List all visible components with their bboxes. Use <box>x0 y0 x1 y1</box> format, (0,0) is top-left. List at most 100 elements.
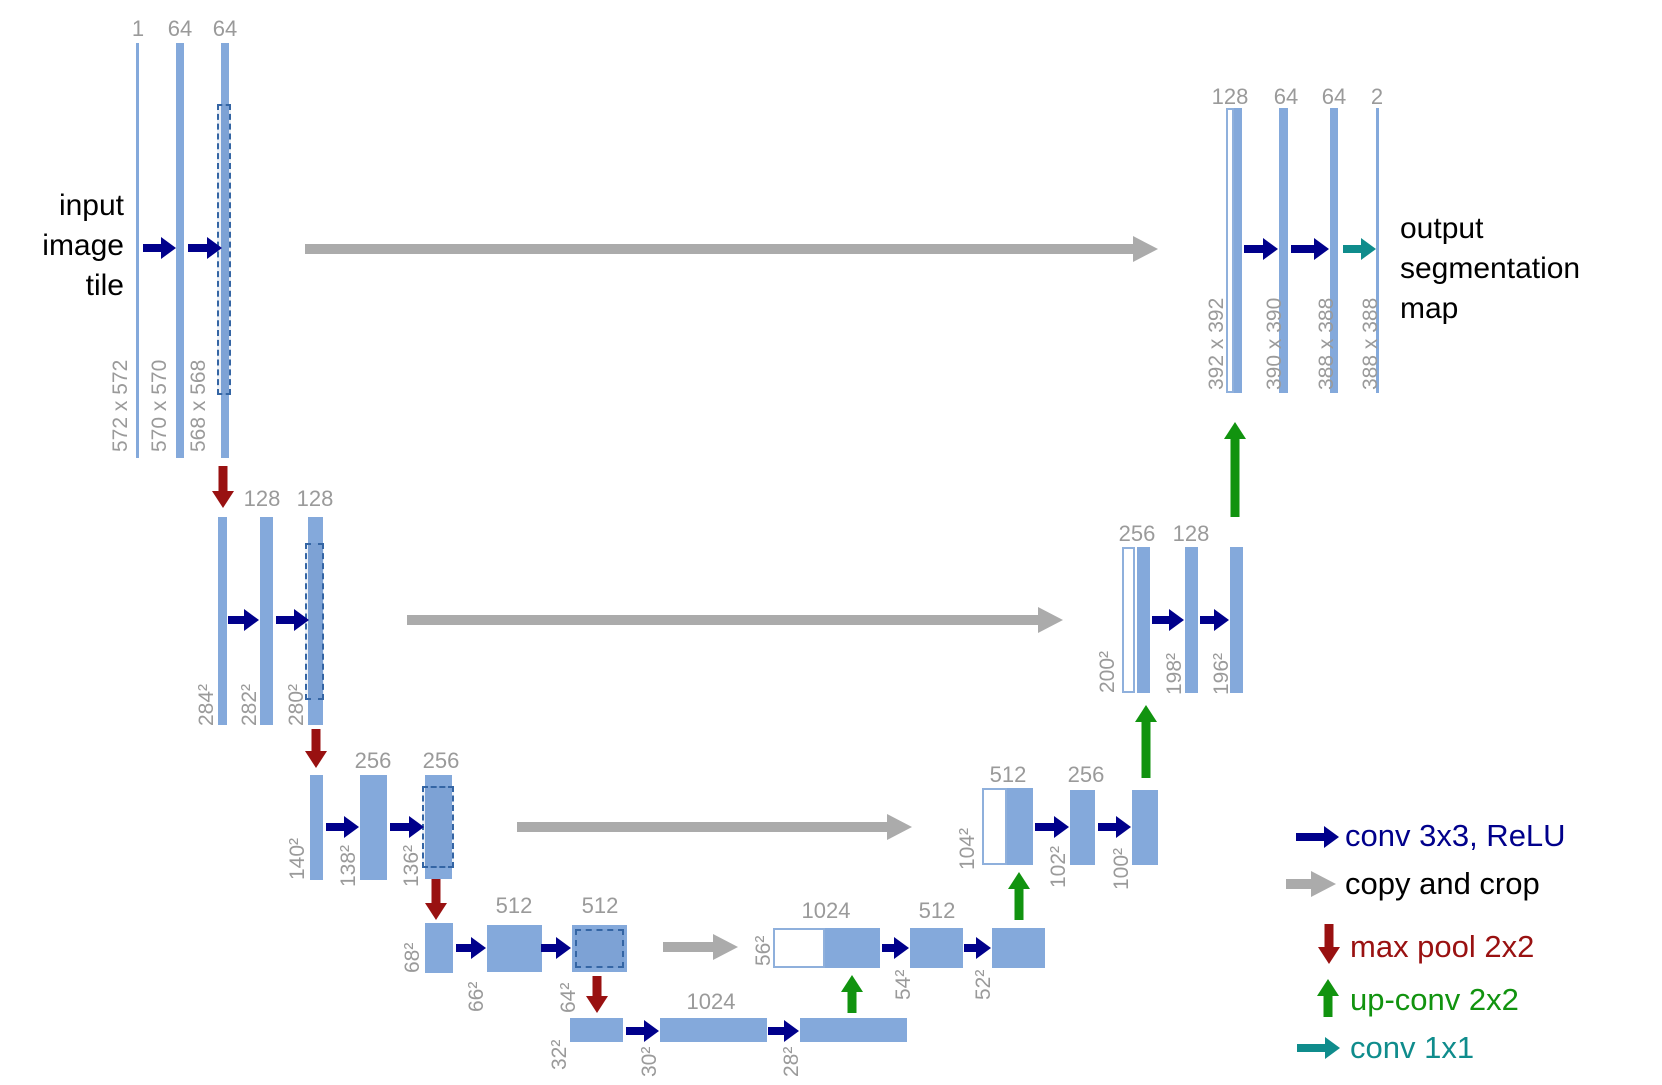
up-conv-arrow-icon <box>841 975 863 1013</box>
max-pool-arrow-icon <box>586 976 608 1013</box>
bottleneck-feature-box <box>570 1018 623 1042</box>
max-pool-arrow-icon <box>425 879 447 920</box>
legend-conv3x3-arrow-icon <box>1296 826 1339 848</box>
dec4-feature-box <box>992 928 1045 968</box>
output-caption-line: output <box>1400 212 1484 245</box>
conv3x3-arrow-icon <box>626 1020 659 1042</box>
enc1-channel-label: 64 <box>212 16 238 41</box>
up-conv-arrow-icon <box>1008 872 1030 920</box>
enc2-dim-label: 280² <box>285 683 308 726</box>
dec4-feature-box <box>910 928 963 968</box>
conv3x3-arrow-icon <box>541 937 571 959</box>
enc2-feature-bar <box>218 517 227 725</box>
legend-up-conv-label: up-conv 2x2 <box>1350 982 1519 1017</box>
dec2-dim-label: 200² <box>1096 650 1119 693</box>
conv3x3-arrow-icon <box>882 937 909 959</box>
copy-crop-arrow-icon <box>305 236 1158 262</box>
bottleneck-feature-box <box>800 1018 907 1042</box>
legend-up-conv-arrow-icon <box>1317 979 1339 1017</box>
up-conv-arrow-icon <box>1135 705 1157 778</box>
conv3x3-arrow-icon <box>768 1020 799 1042</box>
enc3-feature-bar <box>310 775 323 880</box>
enc3-feature-bar <box>360 775 387 880</box>
bottleneck-dim-label: 30² <box>638 1046 661 1077</box>
legend-max-pool-label: max pool 2x2 <box>1350 929 1535 964</box>
input-caption-line: input <box>58 189 124 222</box>
copy-crop-arrow-icon <box>517 814 912 840</box>
enc1-channel-label: 1 <box>131 16 145 41</box>
dec1-feature-bar <box>1279 108 1288 393</box>
dec2-channel-label: 256 <box>1118 521 1156 546</box>
enc3-dim-label: 138² <box>337 844 360 887</box>
legend-copy-crop-label: copy and crop <box>1345 866 1540 901</box>
dec4-channel-label: 512 <box>918 898 956 923</box>
dec4-dim-label: 54² <box>892 969 915 1000</box>
enc2-channel-label: 128 <box>296 486 334 511</box>
conv3x3-arrow-icon <box>326 816 359 838</box>
dec3-upconv-box <box>982 788 1007 865</box>
dec3-feature-box <box>1132 790 1158 865</box>
max-pool-arrow-icon <box>305 729 327 768</box>
dec3-dim-label: 100² <box>1110 847 1133 890</box>
output-caption-line: segmentation <box>1400 252 1581 285</box>
enc3-dim-label: 136² <box>400 844 423 887</box>
conv3x3-arrow-icon <box>276 609 309 631</box>
enc1-channel-label: 64 <box>167 16 193 41</box>
enc1-dim-label: 568 x 568 <box>187 359 210 452</box>
enc4-dim-label: 64² <box>557 982 580 1013</box>
enc3-channel-label: 256 <box>422 748 460 773</box>
enc3-feature-bar <box>425 775 452 879</box>
dec2-dim-label: 198² <box>1163 652 1186 695</box>
conv3x3-arrow-icon <box>964 937 991 959</box>
dec1-dim-label: 388 x 388 <box>1315 297 1338 390</box>
conv3x3-arrow-icon <box>1244 238 1278 260</box>
dec4-channel-label: 1024 <box>801 898 851 923</box>
conv3x3-arrow-icon <box>1035 816 1069 838</box>
enc2-dim-label: 282² <box>238 683 261 726</box>
dec1-feature-bar <box>1330 108 1338 393</box>
dec2-channel-label: 128 <box>1172 521 1210 546</box>
conv3x3-arrow-icon <box>1098 816 1131 838</box>
dec3-feature-box <box>1007 788 1033 865</box>
dec3-dim-label: 102² <box>1047 845 1070 888</box>
enc1-feature-bar <box>221 43 229 458</box>
enc3-crop-region <box>422 786 454 868</box>
bottleneck-dim-label: 28² <box>780 1046 803 1077</box>
enc2-feature-bar <box>260 517 273 725</box>
legend-conv1x1-label: conv 1x1 <box>1350 1030 1475 1065</box>
max-pool-arrow-icon <box>212 466 234 508</box>
enc4-feature-box <box>572 925 627 972</box>
enc4-feature-box <box>487 925 542 972</box>
enc1-feature-bar <box>176 43 184 458</box>
dec1-feature-bar <box>1234 108 1242 393</box>
enc1-dim-label: 570 x 570 <box>148 359 171 452</box>
dec1-channel-label: 64 <box>1273 84 1299 109</box>
conv3x3-arrow-icon <box>143 237 176 259</box>
enc4-dim-label: 66² <box>465 981 488 1012</box>
conv3x3-arrow-icon <box>456 937 486 959</box>
enc4-dim-label: 68² <box>401 942 424 973</box>
conv1x1-arrow-icon <box>1343 238 1376 260</box>
dec3-channel-label: 512 <box>989 762 1027 787</box>
dec4-dim-label: 52² <box>972 969 995 1000</box>
dec3-channel-label: 256 <box>1067 762 1105 787</box>
enc2-dim-label: 284² <box>195 683 218 726</box>
input-caption: input image tile <box>20 186 124 306</box>
legend-max-pool-arrow-icon <box>1318 924 1340 964</box>
conv3x3-arrow-icon <box>1152 609 1184 631</box>
dec1-channel-label: 2 <box>1370 84 1384 109</box>
up-conv-arrow-icon <box>1224 422 1246 517</box>
dec2-upconv-bar <box>1122 547 1135 693</box>
enc1-feature-bar <box>136 43 139 458</box>
enc2-feature-bar <box>308 517 323 725</box>
dec1-channel-label: 128 <box>1211 84 1249 109</box>
enc4-crop-region <box>575 929 624 968</box>
conv3x3-arrow-icon <box>228 609 259 631</box>
enc3-dim-label: 140² <box>286 837 309 880</box>
dec1-dim-label: 390 x 390 <box>1263 297 1286 390</box>
dec1-dim-label: 392 x 392 <box>1205 297 1228 390</box>
input-caption-line: image <box>42 229 124 262</box>
copy-crop-arrow-icon <box>663 934 738 960</box>
enc4-channel-label: 512 <box>581 893 619 918</box>
